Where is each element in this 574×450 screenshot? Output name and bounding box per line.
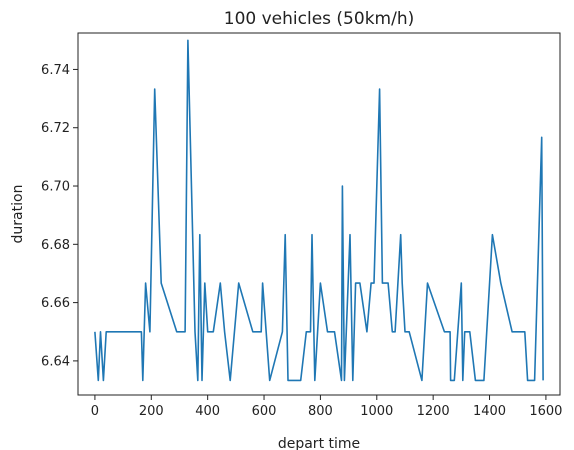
y-tick-label: 6.68	[41, 238, 70, 253]
y-tick-label: 6.72	[41, 121, 70, 136]
chart-title: 100 vehicles (50km/h)	[224, 9, 414, 29]
x-tick-label: 0	[91, 404, 99, 419]
y-tick-label: 6.74	[41, 63, 70, 78]
x-axis-label: depart time	[278, 436, 360, 450]
series-line	[94, 39, 544, 382]
x-tick-label: 400	[195, 404, 220, 419]
x-tick-label: 1400	[473, 404, 506, 419]
x-tick-label: 1600	[529, 404, 562, 419]
x-tick-label: 600	[252, 404, 277, 419]
y-tick-label: 6.64	[41, 354, 70, 369]
x-tick-label: 1000	[360, 404, 393, 419]
y-axis-ticks: 6.64 6.66 6.68 6.70 6.72 6.74	[41, 63, 78, 369]
y-tick-label: 6.66	[41, 296, 70, 311]
x-axis-ticks: 0 200 400 600 800 1000 1200 1400 1600	[91, 395, 562, 419]
x-tick-label: 200	[139, 404, 164, 419]
y-axis-label: duration	[10, 185, 26, 244]
x-tick-label: 800	[308, 404, 333, 419]
plot-area-frame	[77, 32, 561, 396]
y-tick-label: 6.70	[41, 180, 70, 195]
x-tick-label: 1200	[417, 404, 450, 419]
